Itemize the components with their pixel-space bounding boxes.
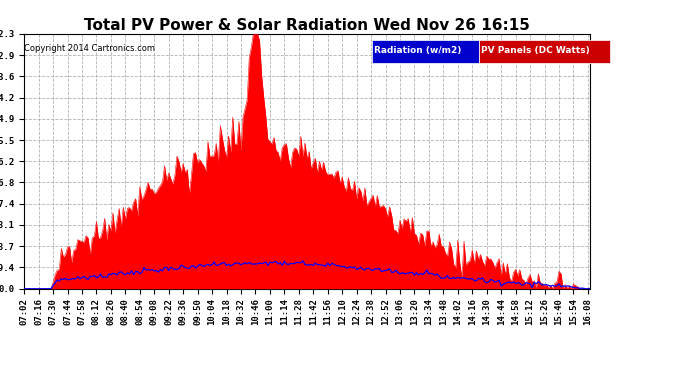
Text: Radiation (w/m2): Radiation (w/m2) (374, 46, 462, 56)
Text: PV Panels (DC Watts): PV Panels (DC Watts) (481, 46, 590, 56)
Title: Total PV Power & Solar Radiation Wed Nov 26 16:15: Total PV Power & Solar Radiation Wed Nov… (84, 18, 530, 33)
Text: Copyright 2014 Cartronics.com: Copyright 2014 Cartronics.com (24, 44, 155, 52)
